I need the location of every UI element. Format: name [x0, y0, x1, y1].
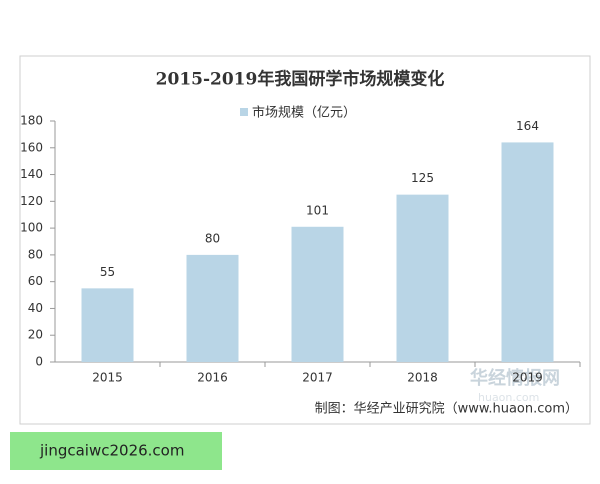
bar: [186, 254, 239, 362]
x-tick-label: 2015: [92, 371, 123, 385]
x-tick-label: 2018: [407, 371, 438, 385]
y-tick-label: 120: [20, 194, 43, 208]
data-label: 101: [306, 203, 329, 217]
legend-swatch: [240, 108, 248, 116]
y-tick-label: 100: [20, 221, 43, 235]
y-tick-label: 0: [35, 355, 43, 369]
bar: [81, 288, 134, 362]
bar: [501, 142, 554, 362]
bar: [396, 194, 449, 362]
legend-label: 市场规模（亿元）: [252, 105, 356, 121]
x-tick-label: 2016: [197, 371, 228, 385]
bar: [291, 226, 344, 362]
banner-bg: [10, 432, 222, 470]
data-label: 55: [100, 265, 115, 279]
y-tick-label: 160: [20, 140, 43, 154]
watermark: huaon.com: [478, 391, 539, 404]
data-label: 164: [516, 119, 539, 133]
y-tick-label: 20: [28, 328, 43, 342]
watermark: 华经情报网: [470, 367, 560, 389]
data-label: 80: [205, 231, 220, 245]
y-tick-label: 40: [28, 301, 43, 315]
chart-title: 2015-2019年我国研学市场规模变化: [156, 69, 445, 90]
y-tick-label: 140: [20, 167, 43, 181]
x-tick-label: 2019: [512, 371, 543, 385]
y-tick-label: 180: [20, 114, 43, 128]
source-note: 制图：华经产业研究院（www.huaon.com）: [315, 402, 578, 417]
y-tick-label: 80: [28, 247, 43, 261]
x-tick-label: 2017: [302, 371, 333, 385]
banner-text: jingcaiwc2026.com: [39, 442, 184, 460]
y-tick-label: 60: [28, 274, 43, 288]
data-label: 125: [411, 171, 434, 185]
